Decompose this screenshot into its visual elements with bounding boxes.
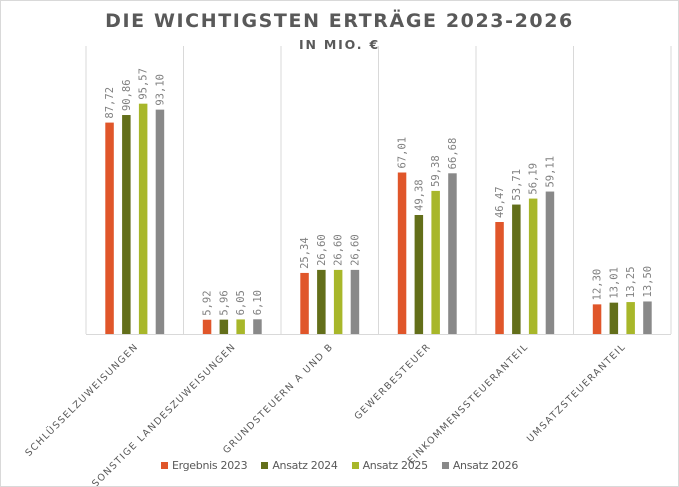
data-label: 5,92 [202, 290, 214, 315]
data-label: 93,10 [154, 74, 166, 106]
legend-swatch [351, 462, 359, 469]
bar [609, 302, 619, 334]
data-label: 13,01 [608, 267, 620, 299]
data-label: 6,10 [252, 290, 264, 315]
bar [528, 198, 538, 334]
data-label: 87,72 [104, 87, 116, 119]
legend-item: Ansatz 2025 [351, 459, 429, 472]
legend-item: Ergebnis 2023 [160, 459, 248, 472]
bar [350, 269, 360, 334]
legend-swatch [160, 462, 168, 469]
data-label: 95,57 [138, 68, 150, 100]
data-label: 26,60 [333, 234, 345, 266]
bar [545, 191, 555, 334]
bar [592, 304, 602, 334]
bar [512, 204, 521, 334]
data-label: 5,96 [218, 290, 230, 315]
bar [643, 301, 652, 334]
data-label: 25,34 [299, 237, 311, 269]
data-label: 66,68 [447, 138, 459, 170]
data-label: 59,11 [544, 156, 556, 188]
bar [105, 122, 114, 334]
bar [317, 269, 326, 334]
bar [333, 269, 343, 334]
category-label: GEWERBESTEUER [352, 341, 433, 422]
bar [448, 173, 457, 334]
bar [155, 109, 165, 334]
bar [431, 190, 440, 334]
legend-item: Ansatz 2024 [261, 459, 338, 472]
category-label: EINKOMMENSSTEUERANTEIL [406, 341, 531, 466]
data-label: 26,60 [316, 234, 328, 266]
legend: Ergebnis 2023 Ansatz 2024 Ansatz 2025 Ansat… [1, 459, 678, 472]
data-label: 67,01 [397, 137, 409, 169]
chart-title: DIE WICHTIGSTEN ERTRÄGE 2023-2026 [105, 10, 574, 32]
bar [397, 172, 407, 334]
legend-label: Ansatz 2024 [272, 459, 338, 472]
bar [495, 222, 504, 334]
data-label: 90,86 [121, 79, 133, 111]
data-label: 13,50 [642, 266, 654, 298]
bar [414, 214, 424, 334]
legend-label: Ergebnis 2023 [171, 459, 248, 472]
bar [236, 319, 245, 334]
data-label: 59,38 [430, 155, 442, 187]
legend-label: Ansatz 2026 [452, 459, 519, 472]
data-label: 13,25 [625, 266, 637, 298]
category-label: GRUNDSTEUERN A UND B [221, 341, 336, 456]
bar [219, 319, 229, 334]
data-label: 56,19 [528, 163, 540, 195]
data-label: 6,05 [235, 290, 247, 315]
legend-item: Ansatz 2026 [441, 459, 519, 472]
data-label: 49,38 [413, 179, 425, 211]
bar [138, 103, 148, 334]
chart-subtitle: IN MIO. € [299, 37, 380, 52]
bar [122, 115, 131, 334]
category-label: UMSATZSTEUERANTEIL [525, 341, 628, 444]
data-label: 46,47 [494, 186, 506, 218]
category-label: SCHLÜSSELZUWEISUNGEN [23, 341, 140, 458]
bar [253, 319, 262, 334]
data-label: 12,30 [592, 269, 604, 301]
legend-label: Ansatz 2025 [362, 459, 429, 472]
data-label: 26,60 [349, 234, 361, 266]
legend-swatch [261, 462, 269, 469]
bar [626, 302, 635, 334]
bar [300, 272, 309, 334]
legend-swatch [441, 462, 449, 469]
data-label: 53,71 [511, 169, 523, 201]
bar [202, 319, 212, 334]
